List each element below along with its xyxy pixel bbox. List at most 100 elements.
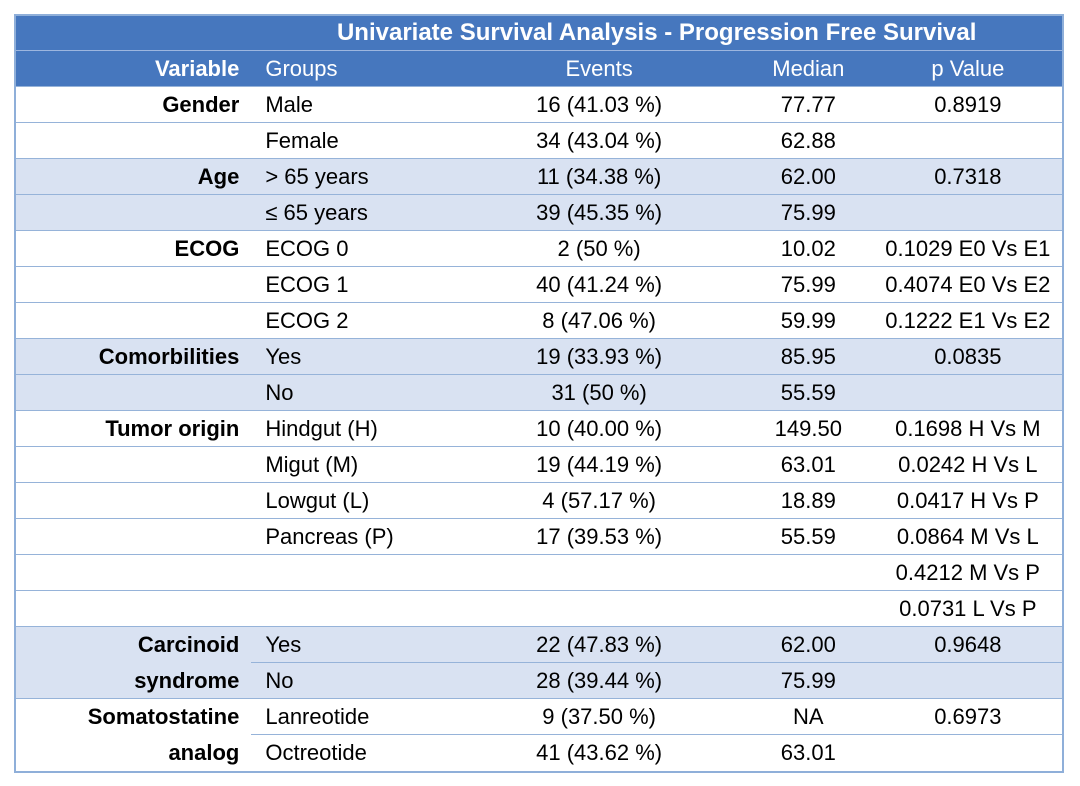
events-cell: 39 (45.35 %) [455, 195, 743, 231]
variable-cell: Somatostatine [87, 703, 240, 729]
groups-cell: ECOG 2 [251, 303, 456, 339]
p-value-cell: 0.8919 [873, 87, 1062, 123]
table-row: ECOG 1 40 (41.24 %) 75.99 0.4074 E0 Vs E… [16, 267, 1062, 303]
groups-cell: ECOG 1 [251, 267, 456, 303]
p-value-cell: 0.1698 H Vs M [873, 411, 1062, 447]
p-value-cell: 0.0417 H Vs P [873, 483, 1062, 519]
table-row: 0.4212 M Vs P [16, 555, 1062, 591]
table-row: analog Octreotide 41 (43.62 %) 63.01 [16, 735, 1062, 771]
median-cell: 77.77 [742, 87, 874, 123]
column-header-p-value: p Value [931, 55, 1005, 81]
groups-cell: Octreotide [265, 740, 367, 765]
variable-cell [16, 123, 252, 159]
events-cell: 11 (34.38 %) [455, 159, 743, 195]
variable-cell [16, 483, 252, 519]
median-cell [742, 591, 874, 627]
table-row: Comorbilities Yes 19 (33.93 %) 85.95 0.0… [16, 339, 1062, 375]
p-value-cell [874, 735, 1062, 771]
groups-cell [251, 591, 456, 627]
title-spacer [16, 16, 251, 50]
median-cell: 18.89 [742, 483, 874, 519]
table-row: Female 34 (43.04 %) 62.88 [16, 123, 1062, 159]
variable-cell: Tumor origin [16, 411, 252, 447]
table-row: Age > 65 years 11 (34.38 %) 62.00 0.7318 [16, 159, 1062, 195]
median-cell: 55.59 [742, 519, 874, 555]
events-cell: 19 (44.19 %) [455, 447, 743, 483]
groups-cell: Lowgut (L) [251, 483, 456, 519]
p-value-cell [873, 123, 1062, 159]
events-cell [455, 591, 743, 627]
events-cell: 41 (43.62 %) [536, 740, 663, 765]
groups-cell: No [251, 663, 456, 699]
groups-cell: > 65 years [251, 159, 456, 195]
groups-cell: Migut (M) [251, 447, 456, 483]
p-value-cell: 0.7318 [873, 159, 1062, 195]
variable-cell [16, 303, 252, 339]
events-cell: 9 (37.50 %) [455, 699, 743, 735]
events-cell: 16 (41.03 %) [455, 87, 743, 123]
groups-cell [251, 555, 456, 591]
table-title-row: Univariate Survival Analysis - Progressi… [16, 16, 1062, 51]
events-cell: 2 (50 %) [455, 231, 743, 267]
variable-cell: Age [16, 159, 252, 195]
table-row: Somatostatine Lanreotide 9 (37.50 %) NA … [16, 699, 1062, 735]
median-cell: 85.95 [742, 339, 874, 375]
p-value-cell: 0.0731 L Vs P [873, 591, 1062, 627]
events-cell: 19 (33.93 %) [455, 339, 743, 375]
table-row: Lowgut (L) 4 (57.17 %) 18.89 0.0417 H Vs… [16, 483, 1062, 519]
median-cell: 55.59 [742, 375, 874, 411]
events-cell [455, 555, 743, 591]
column-header-median: Median [772, 55, 845, 81]
table-row: Carcinoid Yes 22 (47.83 %) 62.00 0.9648 [16, 627, 1062, 663]
groups-cell: No [251, 375, 456, 411]
column-header-groups: Groups [265, 55, 338, 81]
table-title: Univariate Survival Analysis - Progressi… [336, 19, 977, 46]
events-cell: 8 (47.06 %) [455, 303, 743, 339]
p-value-cell: 0.1222 E1 Vs E2 [873, 303, 1062, 339]
variable-cell: Comorbilities [16, 339, 252, 375]
groups-cell: Hindgut (H) [251, 411, 456, 447]
median-cell: NA [742, 699, 874, 735]
groups-cell: Female [251, 123, 456, 159]
table-row: ECOG 2 8 (47.06 %) 59.99 0.1222 E1 Vs E2 [16, 303, 1062, 339]
groups-cell: ≤ 65 years [251, 195, 456, 231]
events-cell: 17 (39.53 %) [455, 519, 743, 555]
groups-cell: Yes [251, 339, 456, 375]
p-value-cell: 0.4212 M Vs P [873, 555, 1062, 591]
table-row: Pancreas (P) 17 (39.53 %) 55.59 0.0864 M… [16, 519, 1062, 555]
p-value-cell [873, 375, 1062, 411]
groups-cell: ECOG 0 [251, 231, 456, 267]
median-cell: 62.00 [742, 627, 874, 663]
groups-cell: Yes [251, 627, 456, 663]
column-header-variable: Variable [154, 55, 240, 81]
events-cell: 4 (57.17 %) [455, 483, 743, 519]
variable-cell [16, 447, 252, 483]
p-value-cell: 0.0242 H Vs L [873, 447, 1062, 483]
variable-cell: Carcinoid [137, 631, 240, 657]
variable-cell: analog [168, 740, 240, 765]
variable-cell [16, 267, 252, 303]
variable-cell [16, 375, 252, 411]
median-cell: 75.99 [742, 663, 874, 699]
variable-cell [16, 519, 252, 555]
events-cell: 40 (41.24 %) [455, 267, 743, 303]
median-cell: 63.01 [780, 740, 836, 765]
table-row: syndrome No 28 (39.44 %) 75.99 [16, 663, 1062, 699]
table-row: ≤ 65 years 39 (45.35 %) 75.99 [16, 195, 1062, 231]
p-value-cell: 0.0835 [873, 339, 1062, 375]
variable-cell [16, 195, 252, 231]
p-value-cell [873, 663, 1062, 699]
column-header-row: Variable Groups Events Median p Value [16, 51, 1062, 87]
median-cell: 62.88 [742, 123, 874, 159]
events-cell: 31 (50 %) [455, 375, 743, 411]
table-row: Gender Male 16 (41.03 %) 77.77 0.8919 [16, 87, 1062, 123]
variable-cell [16, 555, 252, 591]
median-cell: 59.99 [742, 303, 874, 339]
variable-cell: Gender [16, 87, 252, 123]
variable-cell: syndrome [16, 663, 252, 699]
p-value-cell: 0.4074 E0 Vs E2 [873, 267, 1062, 303]
table-row: Migut (M) 19 (44.19 %) 63.01 0.0242 H Vs… [16, 447, 1062, 483]
events-cell: 28 (39.44 %) [455, 663, 743, 699]
median-cell: 62.00 [742, 159, 874, 195]
p-value-cell: 0.9648 [873, 627, 1062, 663]
